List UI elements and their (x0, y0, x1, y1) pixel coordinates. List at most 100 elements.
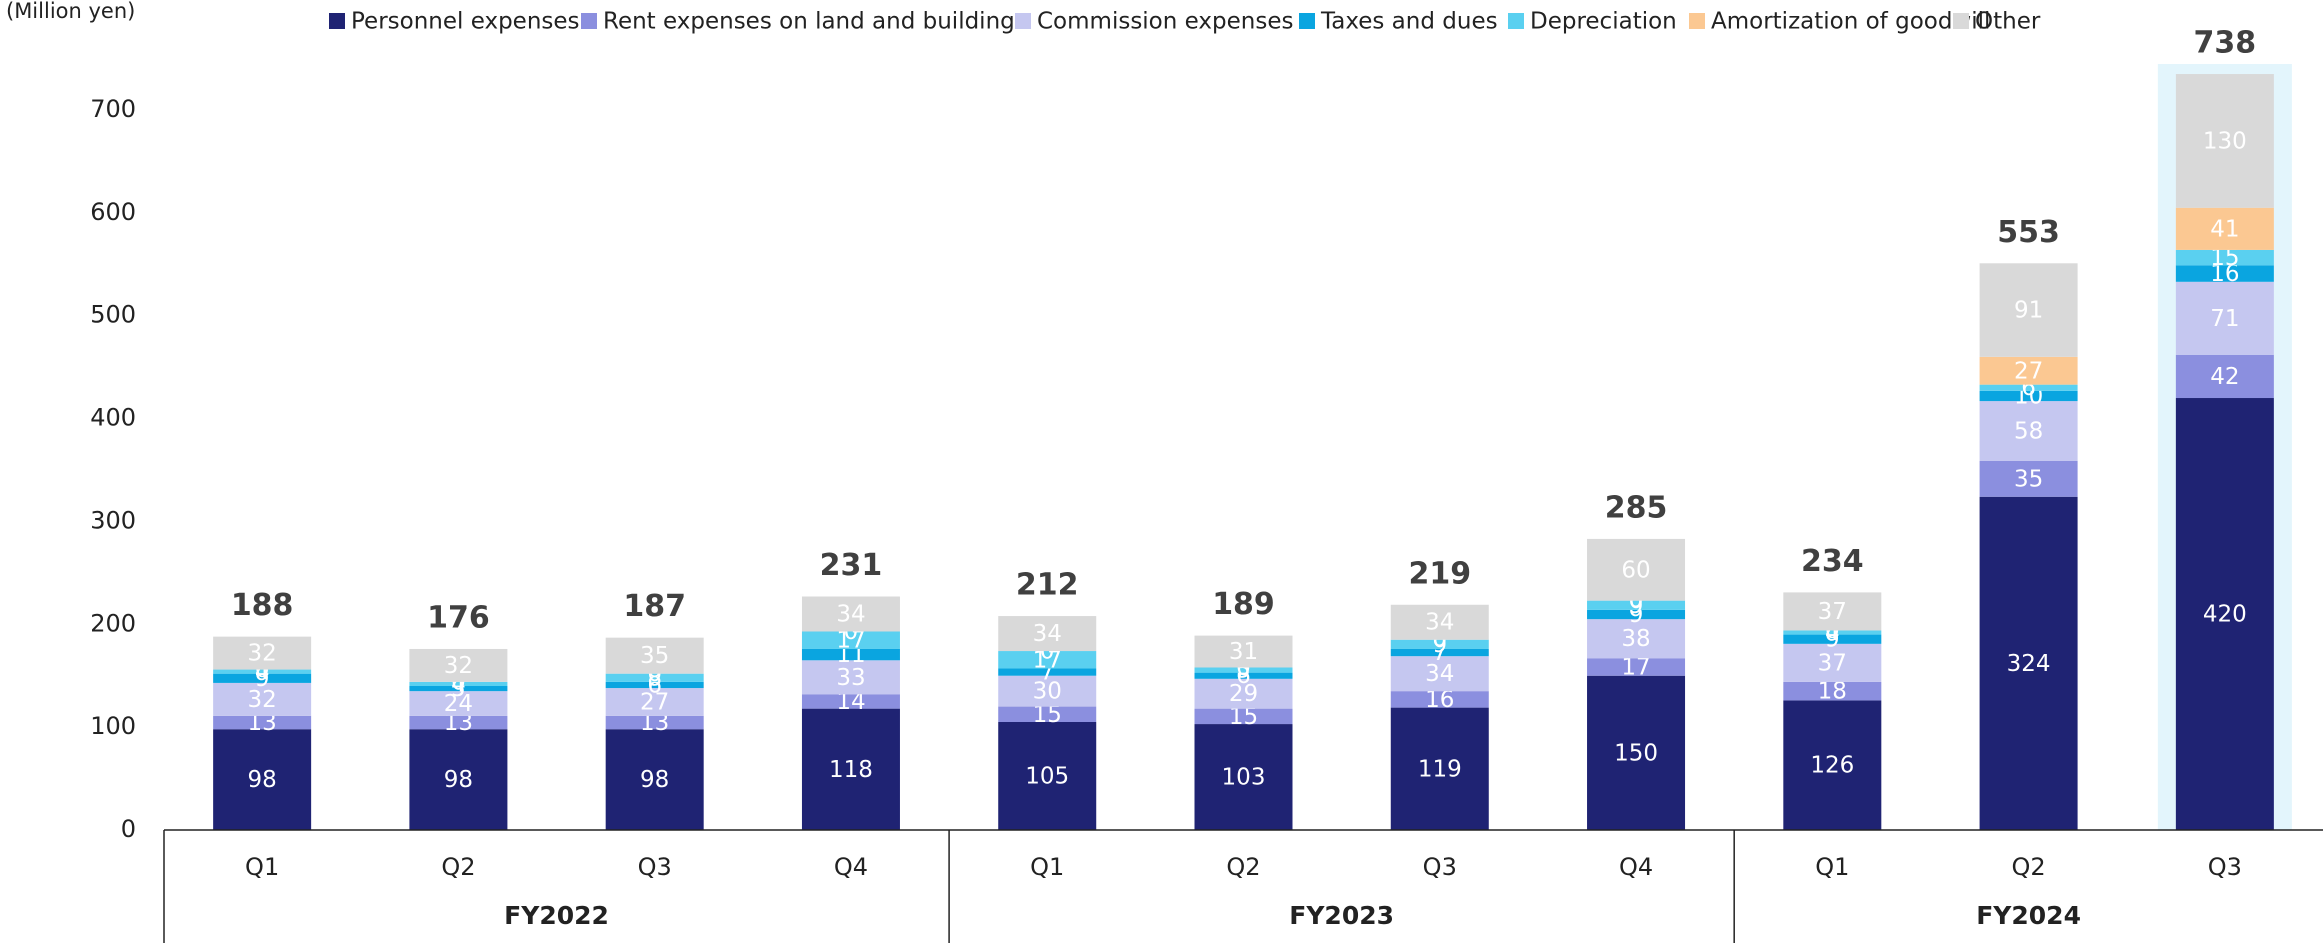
bar-segment (801, 708, 900, 830)
bar-segment (213, 636, 312, 670)
total-label: 234 (1801, 544, 1864, 579)
bar-segment (2175, 249, 2274, 266)
bar-segment (998, 651, 1097, 669)
bar-segment (801, 648, 900, 661)
value-label: 34 (1425, 610, 1454, 636)
bar-segment (409, 715, 508, 730)
value-label: 27 (2014, 358, 2043, 384)
x-tick-label: Q1 (1815, 853, 1849, 881)
bar-segment (801, 694, 900, 709)
value-label: 16 (1425, 687, 1454, 713)
bar-segment (213, 729, 312, 830)
bar-segment (1979, 384, 2078, 391)
total-label: 231 (820, 548, 883, 583)
y-tick-label: 500 (90, 301, 136, 329)
bar-segment (1194, 672, 1293, 679)
bar-segment (1390, 656, 1489, 692)
bar-segment (2175, 265, 2274, 282)
unit-label: (Million yen) (6, 0, 135, 23)
value-label: 34 (1425, 661, 1454, 687)
bar-segment (1979, 401, 2078, 461)
group-label: FY2024 (1976, 901, 2081, 930)
bar-segment (2175, 398, 2274, 830)
value-label: 35 (2014, 466, 2043, 492)
bar-segment (1783, 630, 1882, 635)
bar-segment (605, 715, 704, 730)
value-label: 324 (2007, 651, 2051, 677)
value-label: 30 (1033, 679, 1062, 705)
x-tick-label: Q1 (1030, 853, 1064, 881)
bar-segment (1390, 604, 1489, 640)
bar-segment (801, 631, 900, 649)
bar-segment (1979, 263, 2078, 357)
bar-segment (1587, 609, 1686, 620)
legend-swatch (1015, 13, 1031, 29)
x-tick-label: Q1 (245, 853, 279, 881)
legend-swatch (1508, 13, 1524, 29)
value-label: 118 (829, 757, 873, 783)
value-label: 37 (1818, 599, 1847, 625)
bar-segment (2175, 281, 2274, 355)
total-label: 189 (1212, 587, 1275, 622)
x-tick-label: Q4 (1619, 853, 1653, 881)
x-tick-label: Q3 (2208, 853, 2242, 881)
total-label: 219 (1408, 556, 1471, 591)
legend-label: Commission expenses (1037, 9, 1293, 35)
y-tick-label: 100 (90, 712, 136, 740)
value-label: 32 (247, 687, 276, 713)
bar-segment (605, 729, 704, 830)
value-label: 33 (836, 665, 865, 691)
bar-segment (1783, 643, 1882, 682)
total-label: 285 (1605, 490, 1668, 525)
bar-segment (1783, 634, 1882, 644)
value-label: 32 (444, 653, 473, 679)
value-label: 27 (640, 689, 669, 715)
total-label: 188 (231, 588, 294, 623)
value-label: 60 (1621, 557, 1650, 583)
value-label: 71 (2210, 306, 2239, 332)
bar-segment (1390, 691, 1489, 708)
bar-segment (605, 681, 704, 689)
legend-swatch (1953, 13, 1969, 29)
value-label: 126 (1810, 753, 1854, 779)
bar-segment (1979, 496, 2078, 830)
bar-segment (605, 673, 704, 682)
x-tick-label: Q4 (834, 853, 868, 881)
bar-segment (2175, 207, 2274, 250)
bar-segment (1194, 724, 1293, 830)
x-tick-label: Q3 (1423, 853, 1457, 881)
value-label: 32 (247, 641, 276, 667)
bar-segment (605, 637, 704, 674)
bar-segment (1390, 707, 1489, 830)
bar-segment (998, 616, 1097, 652)
value-label: 130 (2203, 128, 2247, 154)
y-tick-label: 400 (90, 404, 136, 432)
legend-swatch (1689, 13, 1705, 29)
bar-segment (801, 660, 900, 695)
value-label: 29 (1229, 681, 1258, 707)
value-label: 18 (1818, 679, 1847, 705)
bar-segment (409, 686, 508, 692)
bar-segment (998, 722, 1097, 830)
bar-segment (998, 706, 1097, 723)
legend-swatch (581, 13, 597, 29)
total-label: 212 (1016, 568, 1079, 603)
bar-segment (1390, 639, 1489, 649)
value-label: 150 (1614, 740, 1658, 766)
y-tick-label: 200 (90, 609, 136, 637)
bar-segment (1783, 681, 1882, 701)
value-label: 37 (1818, 650, 1847, 676)
value-label: 98 (444, 767, 473, 793)
bar-segment (409, 648, 508, 682)
total-label: 187 (623, 589, 686, 624)
value-label: 17 (836, 628, 865, 654)
value-label: 98 (640, 767, 669, 793)
y-tick-label: 700 (90, 95, 136, 123)
x-tick-label: Q2 (1226, 853, 1260, 881)
legend-label: Other (1975, 9, 2041, 35)
value-label: 31 (1229, 639, 1258, 665)
total-label: 553 (1997, 215, 2060, 250)
bar-segment (1587, 538, 1686, 601)
bar-segment (1587, 658, 1686, 676)
